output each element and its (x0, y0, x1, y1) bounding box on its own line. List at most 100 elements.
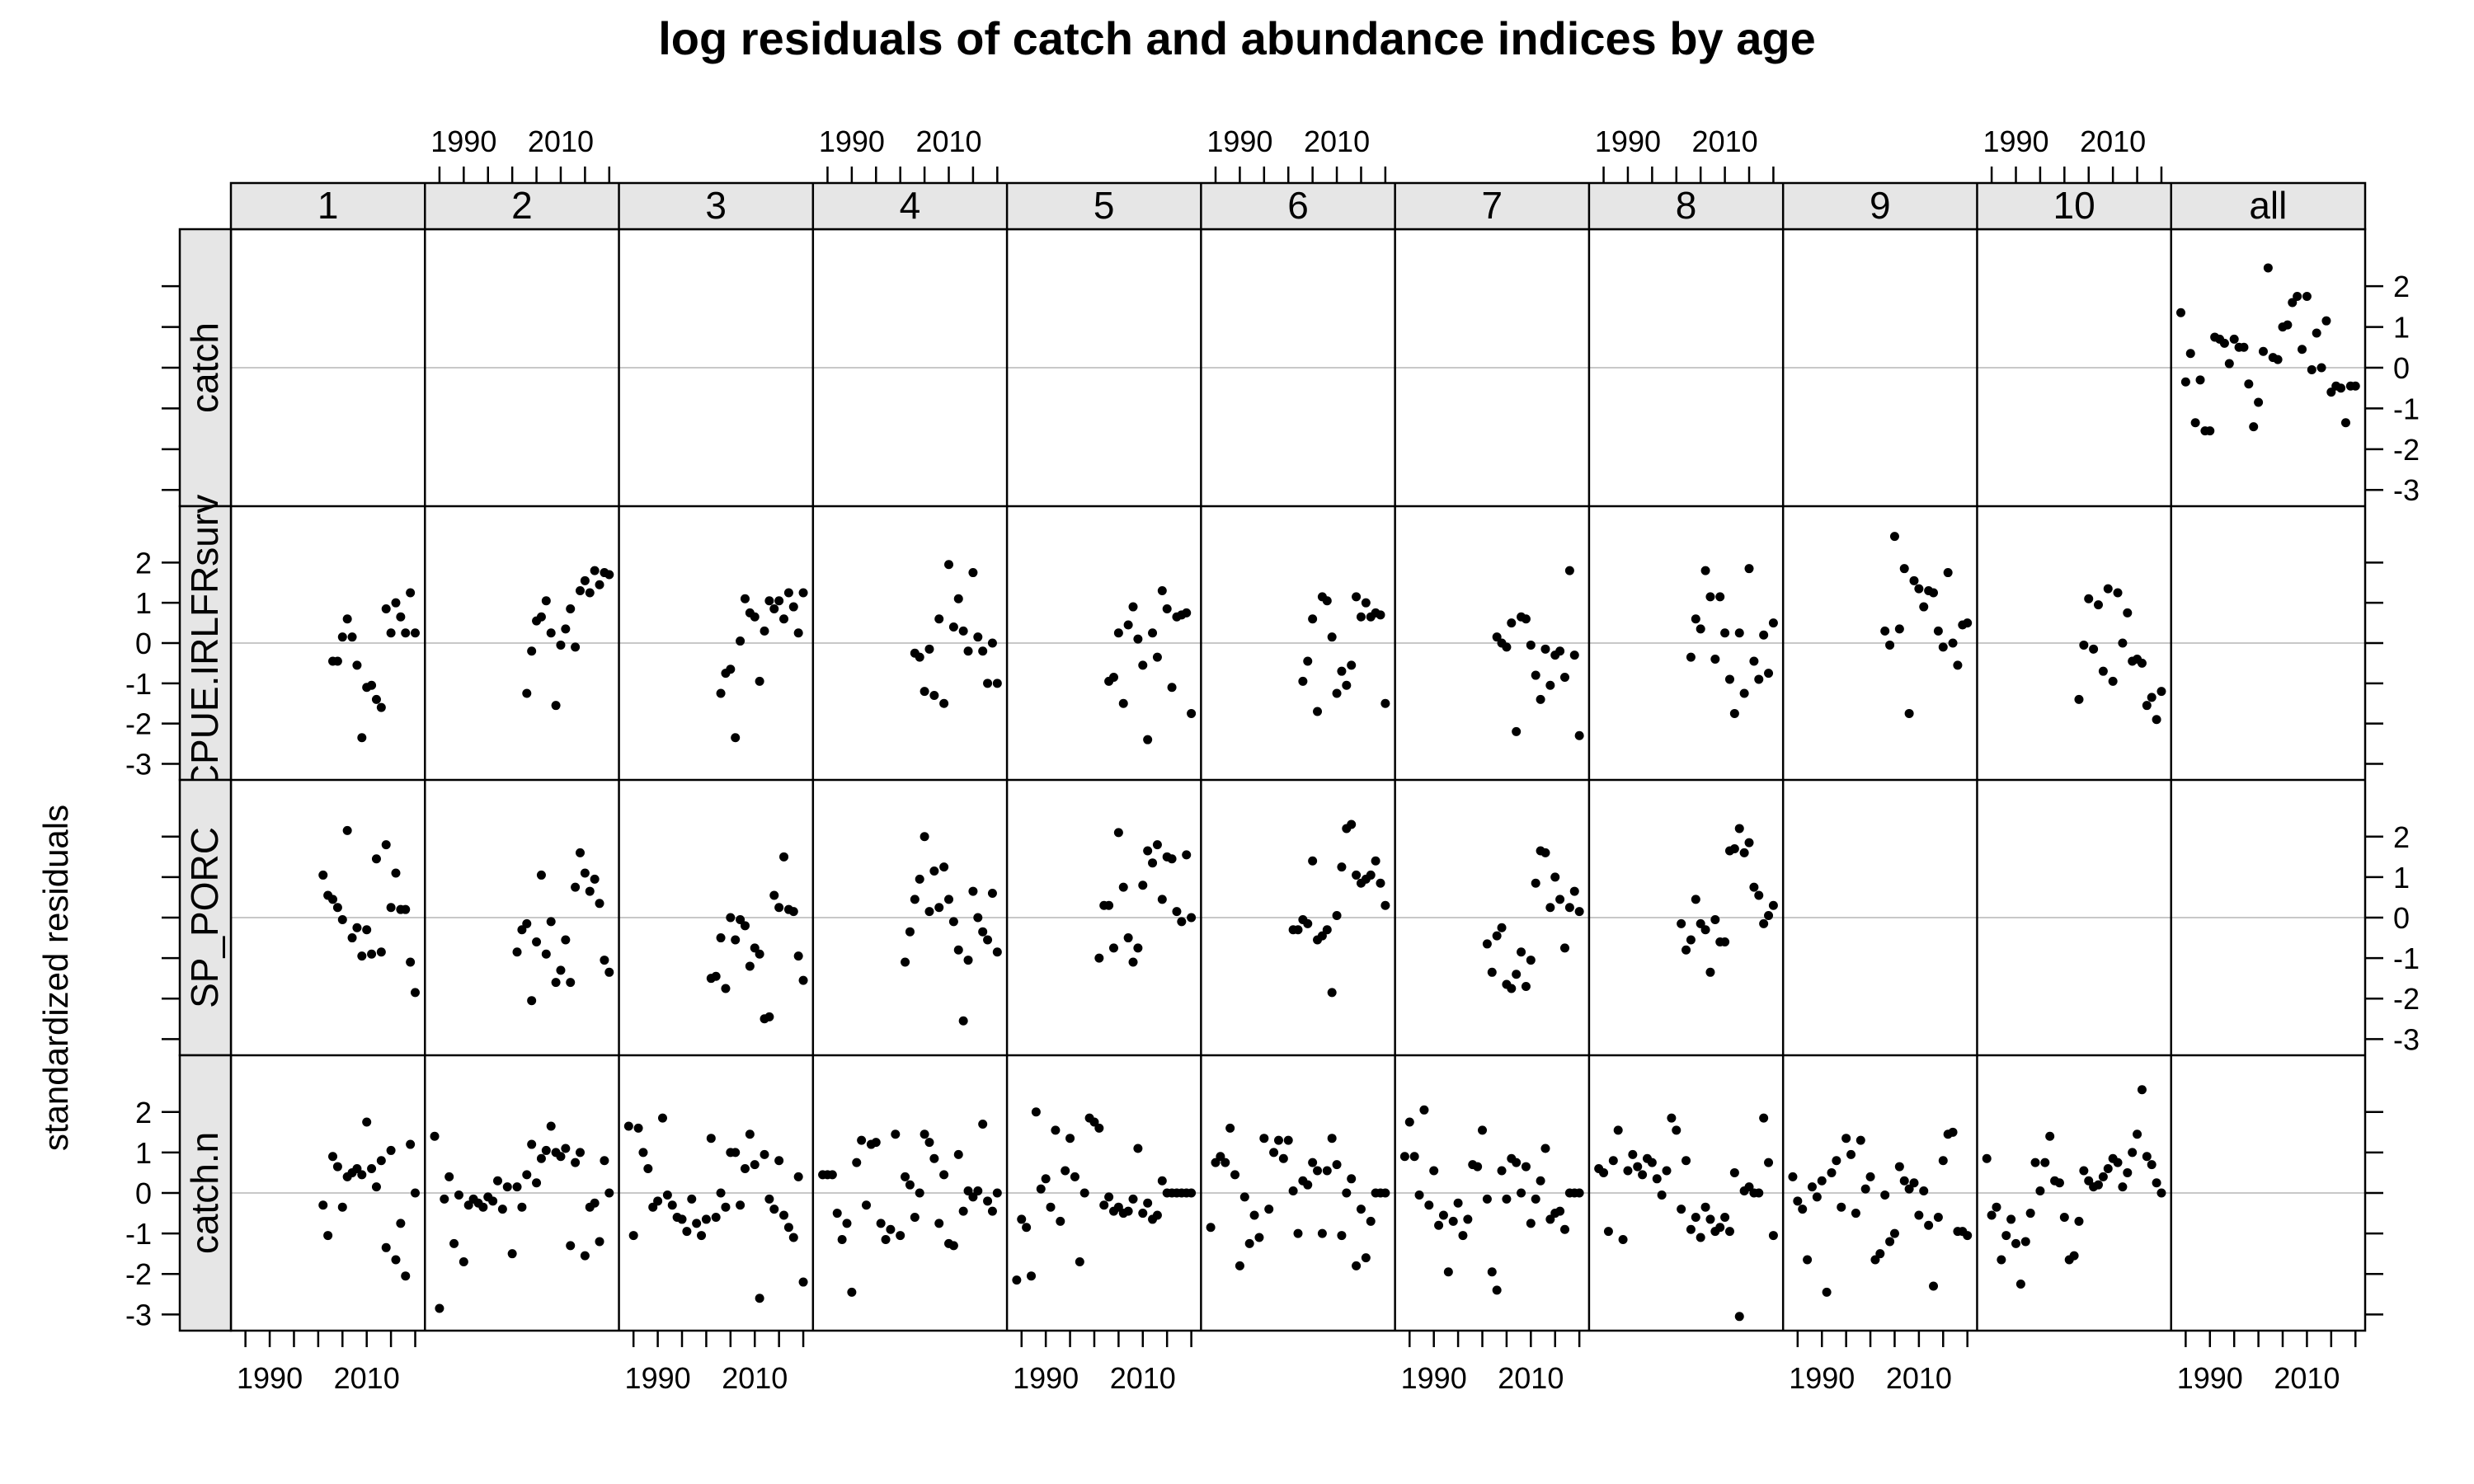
data-point (1734, 824, 1744, 834)
data-point (716, 933, 726, 943)
data-point (1894, 624, 1904, 634)
data-point (1744, 838, 1754, 848)
data-point (1278, 1153, 1288, 1163)
column-strip-label: 2 (511, 184, 533, 227)
data-point (726, 665, 736, 674)
data-point (1419, 1105, 1429, 1115)
data-point (973, 632, 983, 642)
data-point (920, 832, 929, 842)
data-point (827, 1170, 837, 1180)
data-point (556, 1152, 566, 1162)
data-point (2195, 375, 2205, 385)
data-point (1239, 1192, 1249, 1202)
data-point (1244, 1238, 1254, 1248)
data-point (1677, 918, 1686, 928)
data-point (731, 1148, 741, 1158)
data-point (323, 1231, 333, 1241)
panel-grid (229, 228, 2367, 1332)
data-point (1574, 907, 1584, 917)
data-point (566, 1241, 576, 1251)
data-point (876, 1219, 886, 1228)
data-point (1899, 1176, 1909, 1186)
data-point (459, 1257, 468, 1266)
x-tick-label: 2010 (528, 124, 594, 158)
data-point (381, 1242, 391, 1252)
data-point (1453, 1198, 1463, 1208)
x-tick-label: 1990 (1401, 1361, 1467, 1395)
data-point (347, 933, 357, 943)
data-point (910, 895, 920, 904)
data-point (371, 1182, 381, 1192)
data-point (1764, 911, 1774, 921)
data-point (2094, 1180, 2103, 1190)
row-strip-label: catch.n (183, 1132, 226, 1254)
data-point (992, 947, 1002, 957)
data-point (2123, 1167, 2133, 1177)
column-strip-label: 6 (1287, 184, 1309, 227)
data-point (391, 868, 401, 878)
data-point (1458, 1231, 1468, 1241)
data-point (2094, 600, 2103, 610)
data-point (726, 913, 736, 923)
row-strip-band (178, 505, 233, 782)
data-point (376, 702, 386, 712)
y-tick-label: -3 (125, 747, 152, 781)
data-point (1875, 1249, 1885, 1259)
row-strip-band (178, 228, 233, 508)
column-strip-label: 8 (1676, 184, 1697, 227)
data-point (2219, 338, 2229, 348)
data-point (1094, 953, 1104, 963)
data-point (1414, 1190, 1424, 1200)
data-point (1768, 618, 1778, 628)
data-point (2084, 594, 2094, 603)
data-point (1138, 1209, 1148, 1219)
data-point (1113, 1202, 1123, 1212)
data-point (1512, 1158, 1522, 1167)
data-point (1225, 1123, 1235, 1133)
data-point (435, 1303, 444, 1313)
data-point (1739, 848, 1749, 857)
data-point (1051, 1125, 1061, 1135)
data-point (2350, 381, 2360, 391)
y-tick-label: -3 (2393, 473, 2420, 507)
data-point (1822, 1287, 1832, 1297)
data-point (1909, 575, 1919, 585)
data-point (716, 1188, 726, 1198)
data-point (1948, 638, 1958, 648)
data-point (1313, 1166, 1323, 1176)
x-tick-label: 1990 (1206, 124, 1272, 158)
data-point (1332, 911, 1342, 921)
data-point (2142, 1152, 2152, 1162)
data-point (774, 903, 784, 913)
data-point (1531, 878, 1540, 888)
data-point (1657, 1190, 1667, 1200)
data-point (1337, 666, 1347, 676)
data-point (2118, 638, 2128, 648)
data-point (2011, 1238, 2021, 1248)
data-point (1564, 903, 1574, 913)
data-point (411, 988, 421, 998)
data-point (585, 886, 595, 896)
data-point (760, 1149, 769, 1159)
data-point (774, 1156, 784, 1166)
data-point (1715, 592, 1725, 602)
data-point (546, 917, 556, 927)
data-point (687, 1194, 697, 1204)
data-point (1497, 923, 1507, 932)
data-point (1308, 856, 1318, 866)
data-point (750, 612, 760, 622)
data-point (362, 1117, 372, 1127)
data-point (953, 594, 963, 603)
data-point (1929, 588, 1939, 598)
data-point (1012, 1275, 1022, 1285)
x-tick-label: 2010 (722, 1361, 788, 1395)
data-point (978, 646, 988, 656)
data-point (1448, 1216, 1458, 1226)
column-strip-label: 1 (317, 184, 339, 227)
data-point (1798, 1205, 1808, 1214)
data-point (1347, 660, 1357, 670)
data-point (2006, 1214, 2016, 1224)
data-point (1885, 640, 1895, 650)
data-point (2273, 355, 2283, 364)
data-point (1172, 907, 1182, 917)
